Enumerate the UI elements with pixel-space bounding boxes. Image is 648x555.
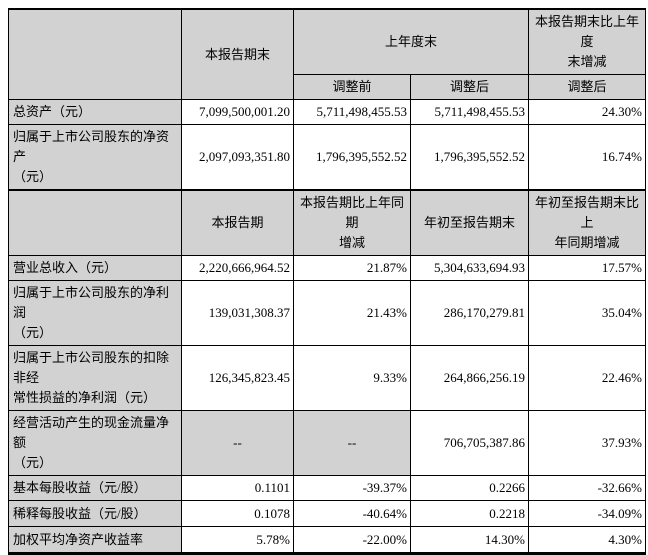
value-cell: 5,711,498,455.53 — [293, 99, 411, 125]
value-cell: -- — [181, 410, 294, 476]
value-cell: 5,304,633,694.93 — [409, 255, 530, 281]
row-label: 归属于上市公司股东的净利润 （元） — [8, 280, 182, 346]
value-cell: 35.04% — [528, 280, 647, 346]
value-cell: 17.57% — [528, 255, 647, 281]
value-cell: 4.30% — [528, 526, 647, 554]
value-cell: 5.78% — [181, 526, 294, 554]
value-cell: 21.43% — [293, 280, 411, 346]
table-row-net-profit: 归属于上市公司股东的净利润 （元） 139,031,308.37 21.43% … — [8, 280, 647, 346]
value-cell: 706,705,387.86 — [409, 410, 530, 476]
value-cell: 0.2266 — [409, 475, 530, 501]
value-cell: 2,097,093,351.80 — [181, 124, 294, 191]
value-cell: 1,796,395,552.52 — [293, 124, 411, 191]
row-label: 营业总收入（元） — [8, 255, 182, 281]
value-cell: 7,099,500,001.20 — [181, 99, 294, 125]
table-row: 调整前 调整后 调整后 — [9, 74, 647, 100]
table-row-deducted-net-profit: 归属于上市公司股东的扣除非经 常性损益的净利润（元） 126,345,823.4… — [8, 345, 647, 411]
value-cell: 16.74% — [528, 124, 647, 191]
header-adjust-after: 调整后 — [409, 74, 530, 100]
value-cell: -- — [293, 410, 411, 476]
header-current-period-end: 本报告期末 — [181, 8, 294, 100]
value-cell: 5,711,498,455.53 — [409, 99, 530, 125]
header-ytd-change: 年初至报告期末比上 年同期增减 — [528, 189, 647, 256]
row-label: 总资产（元） — [8, 99, 182, 125]
value-cell: 126,345,823.45 — [181, 345, 294, 411]
value-cell: 0.1078 — [181, 500, 294, 527]
value-cell: 264,866,256.19 — [409, 345, 530, 411]
value-cell: 2,220,666,964.52 — [181, 255, 294, 281]
value-cell: 9.33% — [293, 345, 411, 411]
header-current-period: 本报告期 — [181, 189, 294, 256]
table-row-net-assets: 归属于上市公司股东的净资产 （元） 2,097,093,351.80 1,796… — [8, 124, 647, 191]
header-row-label-blank — [8, 8, 182, 100]
header-row-label-blank — [8, 189, 182, 256]
table-row-total-revenue: 营业总收入（元） 2,220,666,964.52 21.87% 5,304,6… — [8, 255, 647, 281]
row-label: 稀释每股收益（元/股） — [8, 500, 182, 527]
table-row-basic-eps: 基本每股收益（元/股） 0.1101 -39.37% 0.2266 -32.66… — [8, 475, 647, 501]
table-row: 本报告期 本报告期比上年同期 增减 年初至报告期末 年初至报告期末比上 年同期增… — [8, 189, 647, 256]
value-cell: 22.46% — [528, 345, 647, 411]
value-cell: 139,031,308.37 — [181, 280, 294, 346]
header-adjust-before: 调整前 — [293, 74, 411, 100]
header-change-vs-prev-year-end: 本报告期末比上年度 末增减 — [528, 8, 647, 75]
value-cell: 21.87% — [293, 255, 411, 281]
value-cell: -39.37% — [293, 475, 411, 501]
report-page: 本报告期末 上年度末 本报告期末比上年度 末增减 调整前 调整后 调整后 总资产… — [8, 8, 647, 555]
table-row-operating-cash-flow: 经营活动产生的现金流量净额 （元） -- -- 706,705,387.86 3… — [8, 410, 647, 476]
row-label: 归属于上市公司股东的扣除非经 常性损益的净利润（元） — [8, 345, 182, 411]
value-cell: 37.93% — [528, 410, 647, 476]
value-cell: -22.00% — [293, 526, 411, 554]
table-row: 本报告期末 上年度末 本报告期末比上年度 末增减 — [8, 8, 647, 100]
header-prev-year-end-group: 上年度末 — [292, 8, 530, 75]
table-row-total-assets: 总资产（元） 7,099,500,001.20 5,711,498,455.53… — [8, 99, 647, 125]
row-label: 加权平均净资产收益率 — [8, 526, 182, 554]
value-cell: 0.2218 — [409, 500, 530, 527]
row-label: 基本每股收益（元/股） — [8, 475, 182, 501]
value-cell: 286,170,279.81 — [409, 280, 530, 346]
value-cell: 0.1101 — [181, 475, 294, 501]
value-cell: -34.09% — [528, 500, 647, 527]
financial-summary-table: 本报告期末 上年度末 本报告期末比上年度 末增减 调整前 调整后 调整后 总资产… — [8, 8, 647, 555]
value-cell: 1,796,395,552.52 — [409, 124, 530, 191]
value-cell: -40.64% — [293, 500, 411, 527]
header-change-vs-prior-period: 本报告期比上年同期 增减 — [293, 189, 411, 256]
value-cell: 14.30% — [409, 526, 530, 554]
header-ytd: 年初至报告期末 — [409, 189, 530, 256]
row-label: 经营活动产生的现金流量净额 （元） — [8, 410, 182, 476]
table-row-diluted-eps: 稀释每股收益（元/股） 0.1078 -40.64% 0.2218 -34.09… — [8, 500, 647, 527]
value-cell: 24.30% — [528, 99, 647, 125]
table-row-weighted-avg-roe: 加权平均净资产收益率 5.78% -22.00% 14.30% 4.30% — [8, 526, 647, 554]
row-label: 归属于上市公司股东的净资产 （元） — [8, 124, 182, 191]
header-change-adjust-after: 调整后 — [528, 74, 647, 100]
value-cell: -32.66% — [528, 475, 647, 501]
